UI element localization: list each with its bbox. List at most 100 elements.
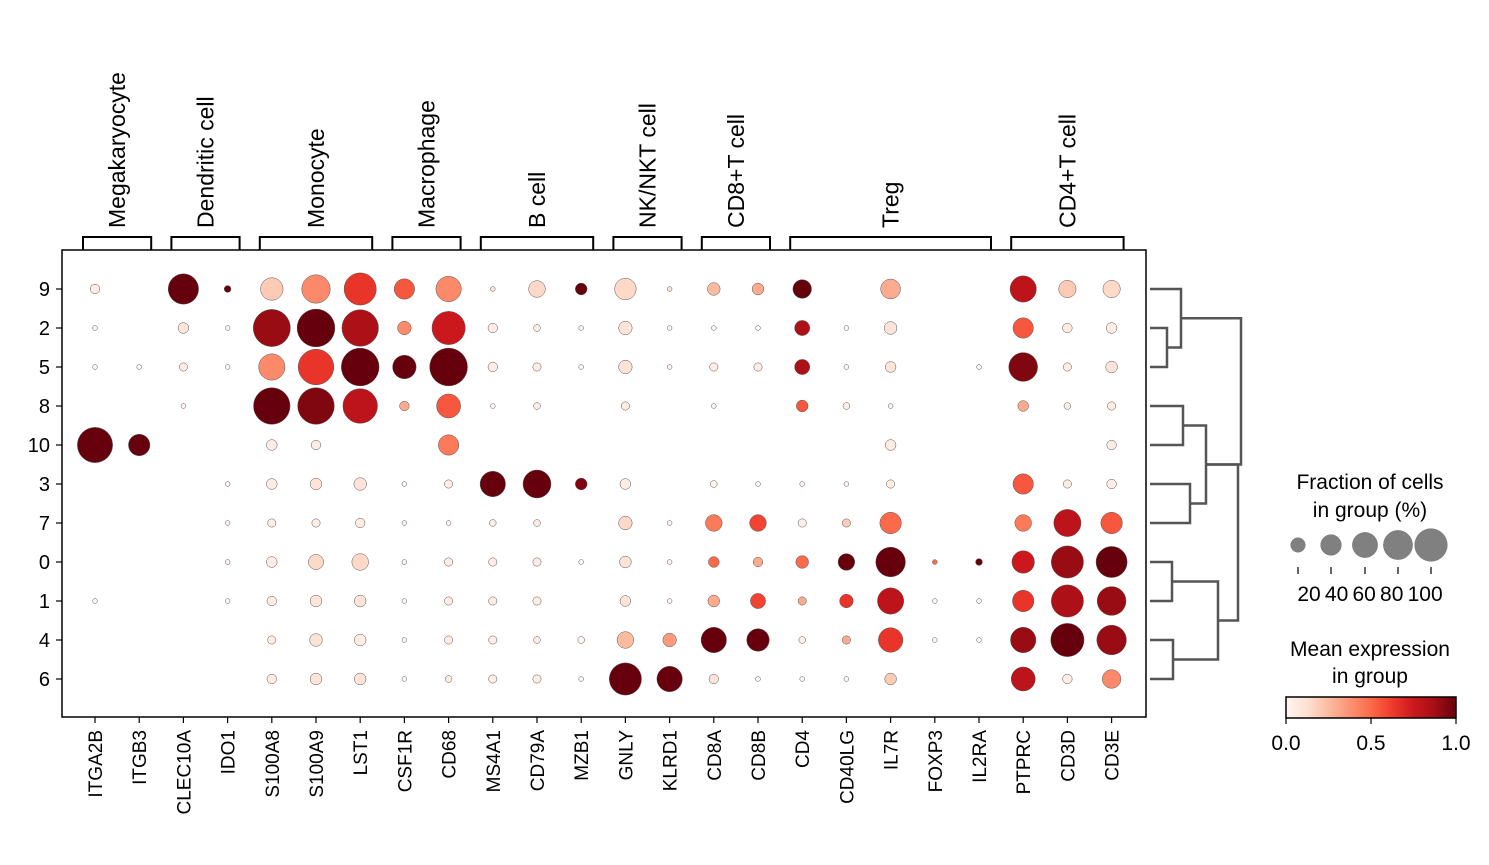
dot — [224, 364, 231, 370]
dot — [224, 325, 231, 331]
dot — [1062, 673, 1073, 685]
dot — [178, 362, 188, 372]
dot — [755, 676, 761, 682]
dot — [619, 555, 632, 569]
dot — [528, 280, 546, 298]
dot — [666, 364, 673, 370]
dendrogram-link — [1150, 287, 1183, 349]
dot — [260, 277, 284, 301]
dot — [266, 478, 278, 490]
dot — [799, 676, 805, 682]
dot — [666, 559, 673, 565]
dot — [878, 627, 904, 653]
dot — [392, 354, 417, 380]
size-legend-title: Fraction of cells — [1296, 471, 1443, 494]
dot — [1102, 669, 1122, 689]
dot — [932, 559, 938, 565]
dot — [224, 520, 231, 526]
dot — [609, 662, 642, 696]
dot — [1063, 402, 1072, 410]
dot — [488, 596, 498, 606]
dot — [522, 469, 552, 499]
dot — [1106, 478, 1117, 490]
cluster-label: 4 — [39, 630, 50, 652]
dot — [887, 403, 894, 409]
dot — [1014, 514, 1032, 532]
dot — [884, 672, 897, 686]
dot — [266, 595, 277, 607]
gene-label: CLEC10A — [174, 730, 195, 815]
dendrogram-link — [1150, 560, 1174, 603]
dot — [354, 633, 367, 647]
dots-layer — [77, 272, 1128, 696]
dot — [705, 514, 723, 532]
dot — [445, 520, 452, 526]
dot — [797, 518, 807, 528]
dot — [1051, 545, 1084, 579]
dot — [128, 434, 151, 456]
dot — [755, 325, 761, 331]
size-legend-dot — [1320, 534, 1342, 556]
group-label: Dendritic cell — [193, 96, 219, 228]
dot — [296, 308, 336, 348]
dot — [136, 364, 142, 370]
size-legend-title: in group (%) — [1313, 499, 1427, 522]
dot — [575, 282, 588, 296]
dot — [489, 519, 497, 527]
cluster-axis: 9 2 5 8 10 3 7 0 1 4 6 — [28, 279, 62, 691]
dot — [875, 546, 906, 578]
group-label: Monocyte — [303, 128, 329, 228]
dot — [354, 672, 367, 686]
group-label: CD8+T cell — [723, 114, 749, 228]
dot — [532, 596, 542, 606]
dot — [444, 557, 454, 567]
dot — [619, 595, 632, 607]
dot — [707, 282, 721, 296]
colorbar-tick-label: 0.5 — [1356, 732, 1385, 755]
dot — [618, 515, 633, 531]
dot — [794, 320, 811, 336]
dot — [438, 434, 460, 456]
dot — [1051, 584, 1084, 618]
dot — [843, 676, 850, 682]
color-legend: Mean expression in group 0.0 0.5 1.0 — [1271, 638, 1470, 755]
cluster-label: 1 — [39, 591, 50, 613]
dot — [711, 403, 717, 409]
dot — [1096, 624, 1127, 656]
gene-axis: ITGA2B ITGB3 CLEC10A IDO1 S100A8 S100A9 LST1 CS… — [86, 717, 1124, 815]
gene-label: MZB1 — [572, 730, 593, 781]
gene-label: IDO1 — [219, 730, 240, 774]
dot — [1102, 280, 1121, 298]
dot — [401, 481, 408, 487]
dot — [401, 520, 408, 526]
gene-label: CD79A — [528, 730, 549, 792]
dot — [884, 361, 897, 373]
dot — [1009, 275, 1037, 303]
dot — [252, 309, 291, 347]
dot — [843, 364, 850, 370]
dot — [431, 311, 466, 345]
gene-label: CD40LG — [837, 730, 858, 804]
cluster-label: 7 — [39, 513, 50, 535]
dot — [711, 325, 717, 331]
dot — [1062, 362, 1072, 372]
dot — [1012, 317, 1034, 339]
size-legend-dot — [1414, 528, 1448, 562]
dot — [479, 471, 506, 497]
group-bracket — [789, 236, 992, 250]
gene-label: GNLY — [616, 730, 637, 781]
dot — [1062, 322, 1073, 334]
dot — [533, 324, 541, 332]
dot — [753, 362, 763, 372]
dot — [92, 325, 98, 331]
dot — [487, 361, 498, 373]
dot — [616, 631, 634, 649]
dot — [532, 557, 542, 567]
colorbar-tick-label: 0.0 — [1271, 732, 1300, 755]
dot — [662, 632, 677, 648]
cluster-label: 3 — [39, 474, 50, 496]
gene-label: CSF1R — [395, 730, 416, 792]
group-label: B cell — [524, 172, 550, 228]
dot — [755, 481, 761, 487]
dot — [578, 364, 584, 370]
